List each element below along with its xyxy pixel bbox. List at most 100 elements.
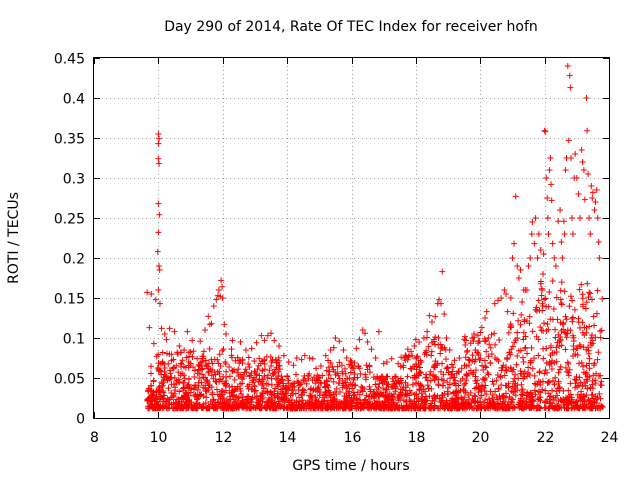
- data-point: [584, 280, 591, 287]
- data-point: [409, 381, 416, 388]
- data-point: [452, 396, 459, 403]
- data-point: [464, 372, 471, 379]
- data-point: [552, 334, 559, 341]
- data-point: [445, 405, 452, 412]
- data-point: [428, 352, 435, 359]
- data-point: [242, 347, 249, 353]
- data-point: [232, 403, 239, 410]
- data-point: [559, 255, 566, 261]
- data-point: [323, 392, 330, 399]
- data-point: [285, 386, 292, 393]
- data-point: [575, 405, 582, 412]
- data-point: [439, 392, 446, 399]
- data-point: [578, 281, 585, 288]
- data-point: [431, 402, 438, 409]
- data-point: [194, 355, 201, 362]
- data-point: [190, 348, 197, 355]
- data-point: [569, 314, 576, 321]
- data-point: [527, 389, 534, 396]
- data-point: [179, 357, 186, 364]
- data-point: [548, 197, 555, 204]
- data-point: [269, 403, 276, 410]
- data-point: [546, 288, 553, 295]
- data-point: [549, 377, 556, 384]
- data-point: [275, 368, 282, 375]
- data-point: [488, 331, 495, 338]
- data-point: [498, 295, 505, 301]
- data-point: [576, 286, 583, 293]
- data-point: [483, 348, 490, 355]
- data-point: [261, 372, 268, 379]
- data-point: [191, 367, 198, 374]
- data-point: [213, 378, 220, 385]
- data-point: [554, 405, 561, 412]
- data-point: [492, 388, 499, 395]
- data-point: [581, 404, 588, 411]
- data-point: [178, 364, 185, 371]
- data-point: [540, 328, 547, 335]
- data-point: [223, 368, 230, 375]
- data-point: [558, 301, 565, 308]
- data-point: [353, 396, 360, 403]
- data-point: [475, 340, 482, 347]
- data-point: [148, 363, 155, 370]
- data-point: [542, 295, 549, 302]
- data-point: [357, 370, 364, 377]
- data-point: [435, 376, 442, 383]
- data-point: [216, 351, 223, 358]
- data-point: [487, 344, 494, 351]
- data-point: [280, 394, 287, 401]
- data-point: [477, 355, 484, 362]
- data-point: [564, 63, 571, 69]
- data-point: [256, 355, 263, 362]
- data-point: [594, 287, 601, 294]
- data-point: [478, 324, 485, 331]
- x-tick-label: 8: [90, 430, 99, 446]
- data-point: [509, 396, 516, 403]
- data-point: [155, 387, 162, 394]
- data-point: [545, 379, 552, 386]
- data-point: [583, 346, 590, 353]
- data-point: [563, 316, 570, 323]
- data-point: [565, 372, 572, 379]
- data-point: [577, 215, 584, 221]
- data-point: [544, 369, 551, 376]
- data-point: [366, 363, 373, 370]
- data-point: [388, 405, 395, 412]
- data-point: [481, 335, 488, 342]
- data-point: [295, 403, 302, 410]
- data-point: [456, 355, 463, 361]
- data-point: [166, 325, 173, 332]
- data-point: [528, 344, 535, 351]
- data-point: [509, 368, 516, 375]
- data-point: [203, 388, 210, 395]
- data-point: [542, 387, 549, 394]
- data-point: [307, 402, 314, 409]
- data-point: [291, 401, 298, 408]
- data-point: [586, 323, 593, 330]
- data-point: [583, 95, 590, 101]
- data-point: [573, 402, 580, 409]
- data-point: [341, 365, 348, 372]
- data-point: [557, 319, 564, 326]
- data-point: [162, 402, 169, 409]
- data-point: [586, 289, 593, 296]
- data-point: [343, 355, 350, 361]
- data-point: [420, 386, 427, 393]
- data-point: [200, 348, 207, 355]
- data-point: [588, 403, 595, 410]
- data-point: [259, 390, 266, 397]
- data-point: [272, 385, 279, 392]
- data-point: [555, 218, 562, 225]
- data-point: [383, 386, 390, 393]
- data-point: [524, 350, 531, 357]
- data-point: [511, 339, 518, 346]
- data-point: [202, 327, 209, 333]
- data-point: [478, 388, 485, 395]
- data-point: [406, 397, 413, 404]
- data-point: [534, 381, 541, 388]
- data-point: [597, 328, 604, 335]
- data-point: [268, 363, 275, 370]
- data-point: [418, 390, 425, 397]
- data-point: [562, 330, 569, 337]
